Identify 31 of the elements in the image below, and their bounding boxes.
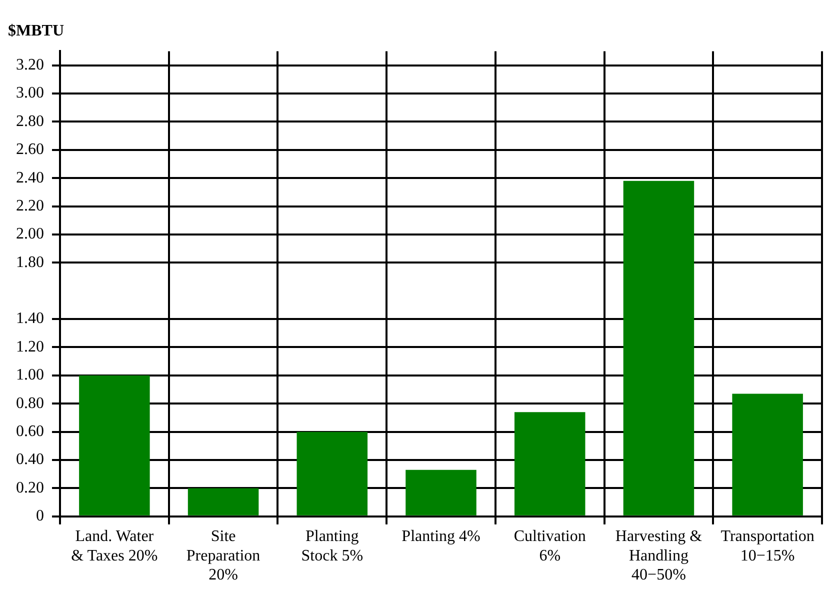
y-tick-label: 2.40: [16, 169, 44, 186]
y-tick-label: 3.20: [16, 56, 44, 74]
y-tick-label: 0.40: [16, 451, 44, 468]
bar: [623, 180, 694, 516]
y-tick-label: 1.80: [16, 254, 44, 271]
y-tick-label: 1.20: [16, 338, 44, 356]
bar: [188, 488, 259, 516]
bar: [79, 375, 150, 516]
y-tick-label: 2.60: [16, 141, 44, 158]
y-tick-label: 3.00: [16, 84, 44, 102]
y-tick-label: 2.00: [16, 226, 44, 243]
x-tick-label: Cultivation 6%: [514, 528, 586, 564]
x-tick-label: Planting 4%: [402, 528, 480, 546]
bar: [406, 470, 476, 516]
y-tick-label: 1.00: [16, 366, 44, 384]
y-tick-label: 0.80: [16, 394, 44, 412]
y-axis-title: $MBTU: [8, 22, 64, 40]
bar: [296, 432, 368, 516]
y-tick-label: 0.60: [16, 423, 44, 440]
bar: [732, 394, 803, 516]
x-tick-label: Site Preparation 20%: [186, 528, 260, 584]
y-tick-label: 0: [36, 508, 44, 525]
y-tick-label: 1.40: [16, 310, 44, 328]
y-tick-label: 2.80: [16, 112, 44, 130]
x-tick-label: Planting Stock 5%: [301, 528, 364, 564]
bar: [514, 412, 586, 516]
x-tick-label: Harvesting & Handling 40−50%: [615, 528, 703, 584]
y-tick-label: 2.20: [16, 197, 44, 214]
x-tick-label: Transportation 10−15%: [720, 528, 814, 564]
x-tick-label: Land. Water & Taxes 20%: [71, 528, 158, 564]
y-tick-label: 0.20: [16, 479, 44, 496]
